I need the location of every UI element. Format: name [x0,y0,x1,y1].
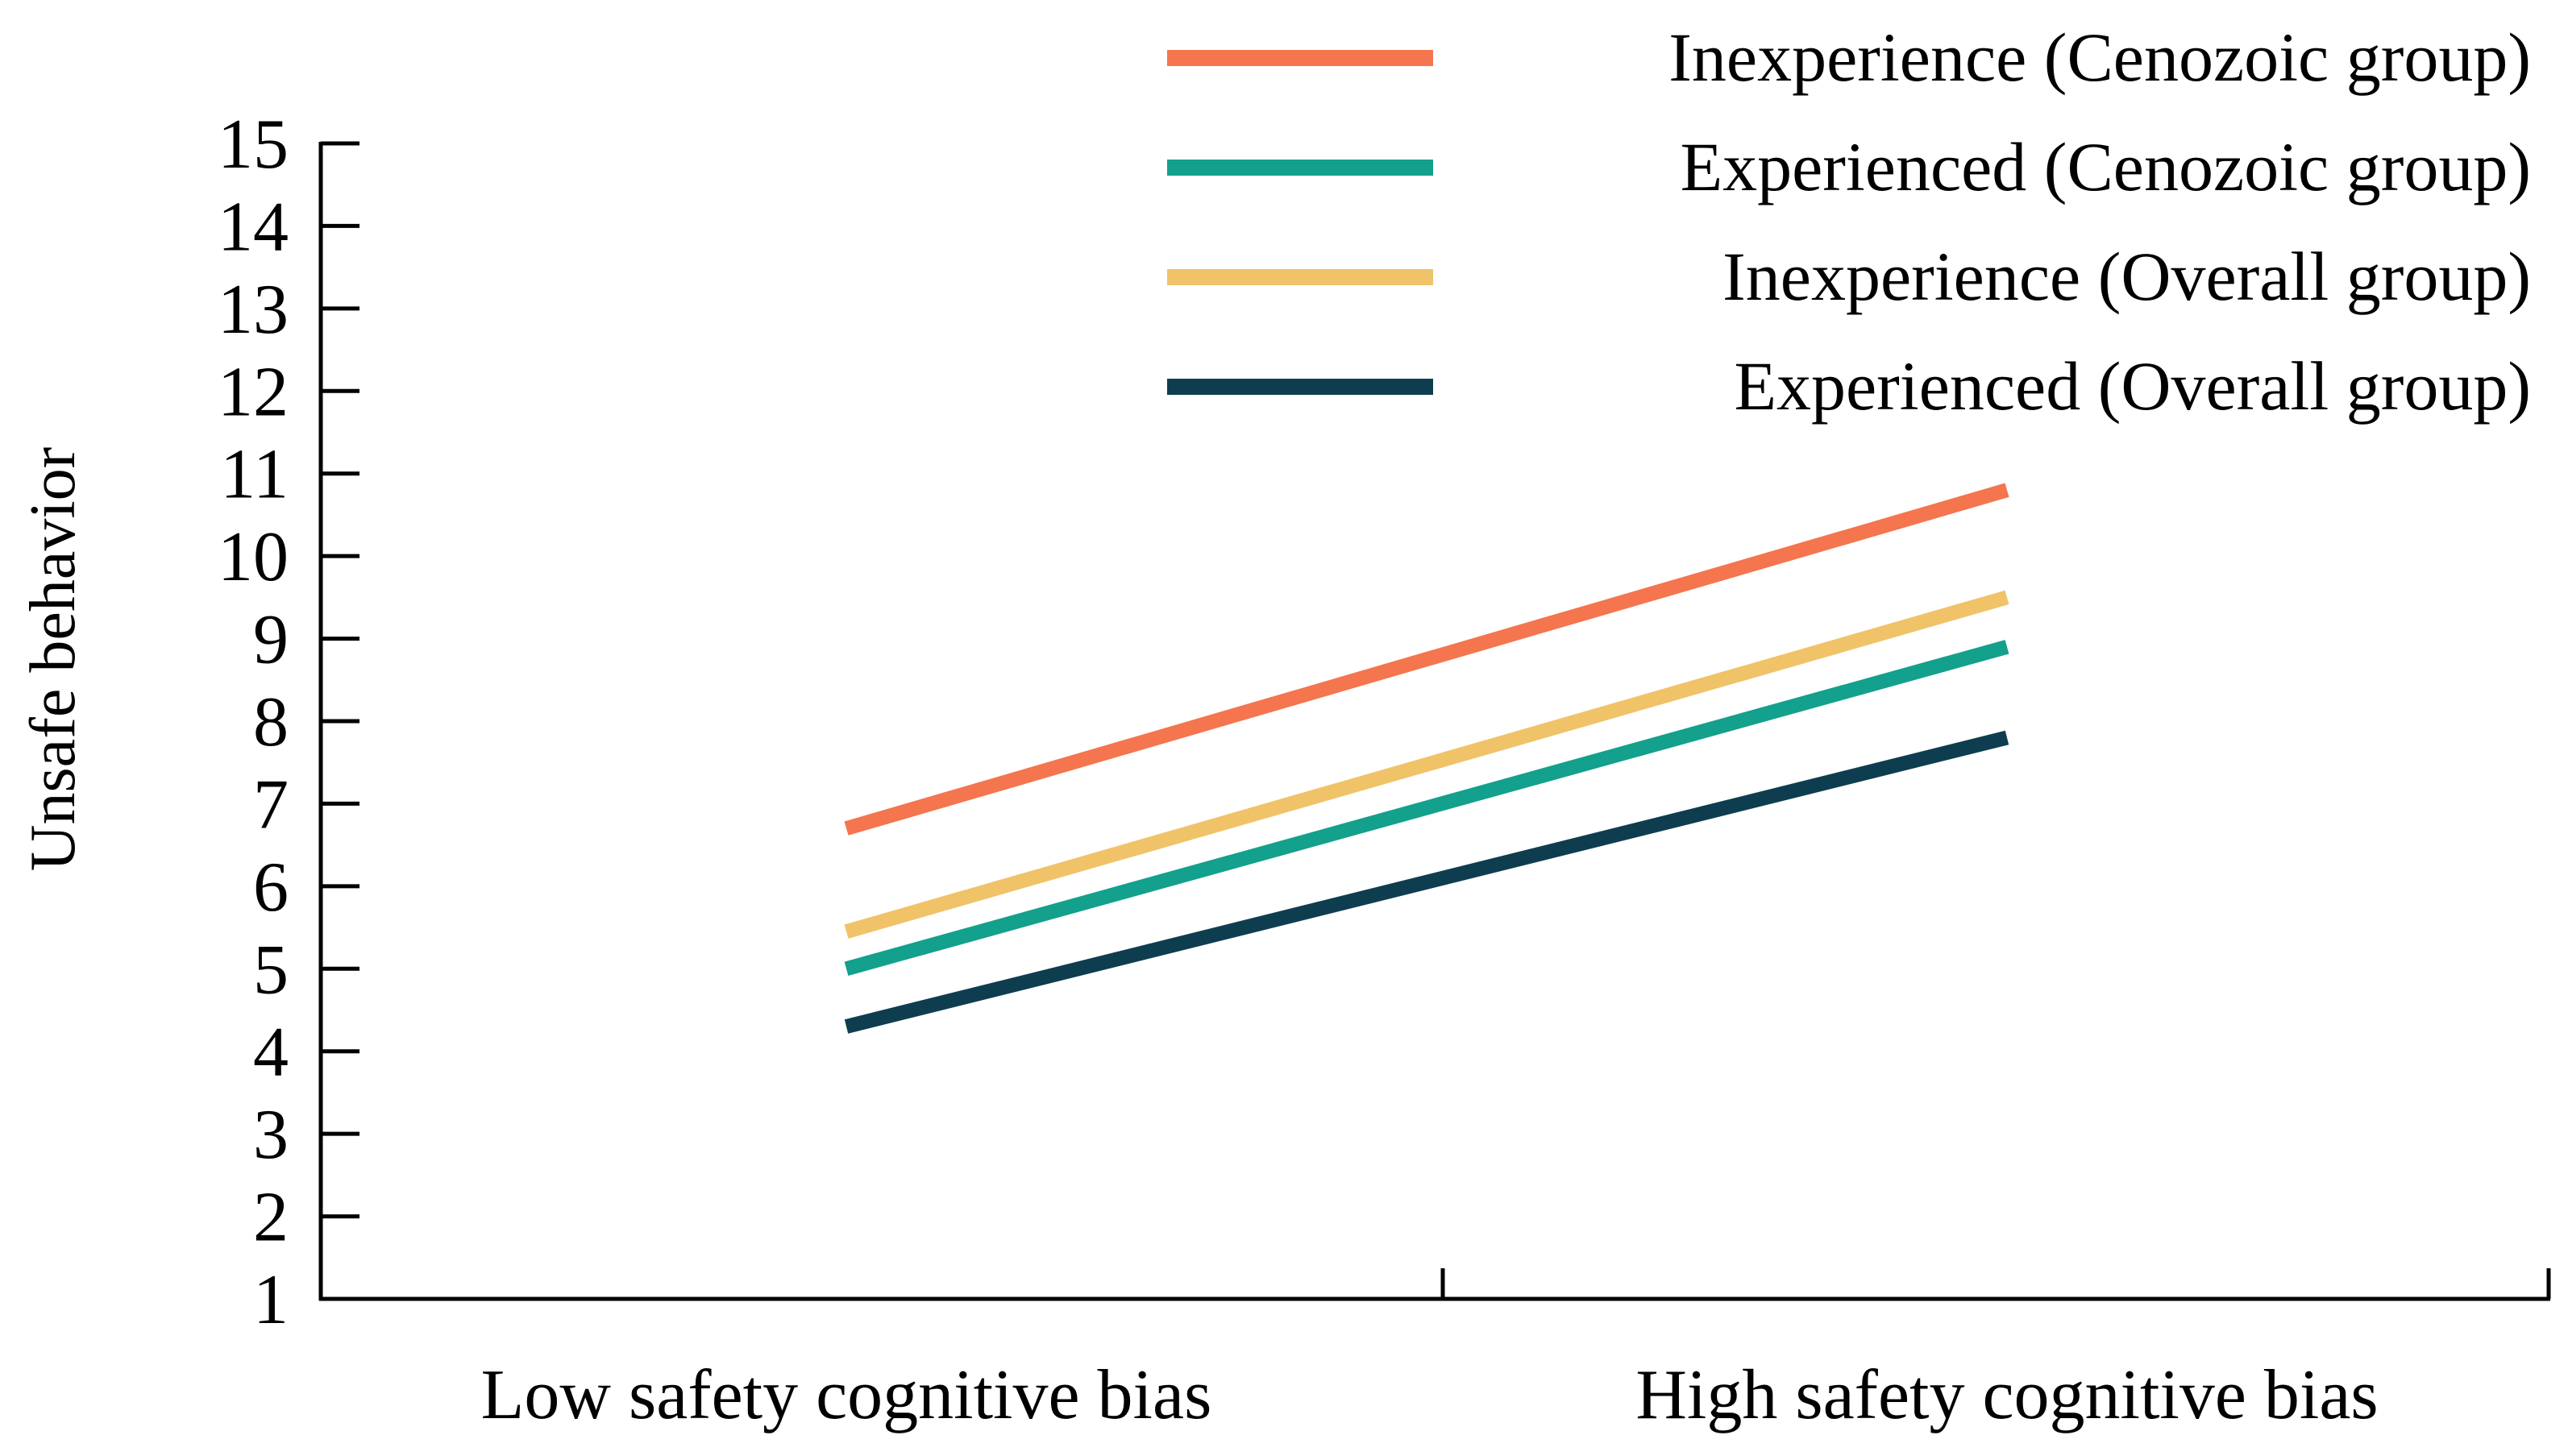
legend: Inexperience (Cenozoic group) Experienced… [1167,19,2531,425]
series-line [844,730,2009,1034]
y-tick-label: 14 [218,188,289,266]
y-tick-label: 6 [253,848,289,927]
y-axis-label: Unsafe behavior [18,447,89,871]
y-tick-label: 10 [218,518,289,596]
y-tick-label: 8 [253,683,289,761]
series-line [844,640,2009,976]
legend-label: Inexperience (Cenozoic group) [1668,19,2531,96]
y-tick-label: 12 [218,353,289,431]
axes [318,142,2551,1301]
y-tick-label: 2 [253,1179,289,1257]
legend-label: Inexperience (Overall group) [1722,238,2531,315]
series-lines [844,483,2009,1034]
y-tick-label: 9 [253,601,289,679]
y-tick-label: 1 [253,1261,289,1339]
y-tick-label: 7 [253,765,289,844]
y-tick-label: 15 [218,106,289,184]
x-category-label: High safety cognitive bias [1635,1356,2378,1434]
y-tick-label: 4 [253,1014,289,1092]
series-line [844,483,2009,836]
y-tick-label: 3 [253,1096,289,1174]
y-tick-label: 5 [253,931,289,1009]
y-tick-label: 11 [220,436,289,514]
series-line [844,590,2009,939]
legend-label: Experienced (Overall group) [1734,347,2531,425]
x-category-label: Low safety cognitive bias [481,1356,1212,1434]
y-tick-label: 13 [218,271,289,349]
x-axis-labels: Low safety cognitive bias High safety cog… [481,1356,2379,1434]
legend-label: Experienced (Cenozoic group) [1681,128,2531,205]
